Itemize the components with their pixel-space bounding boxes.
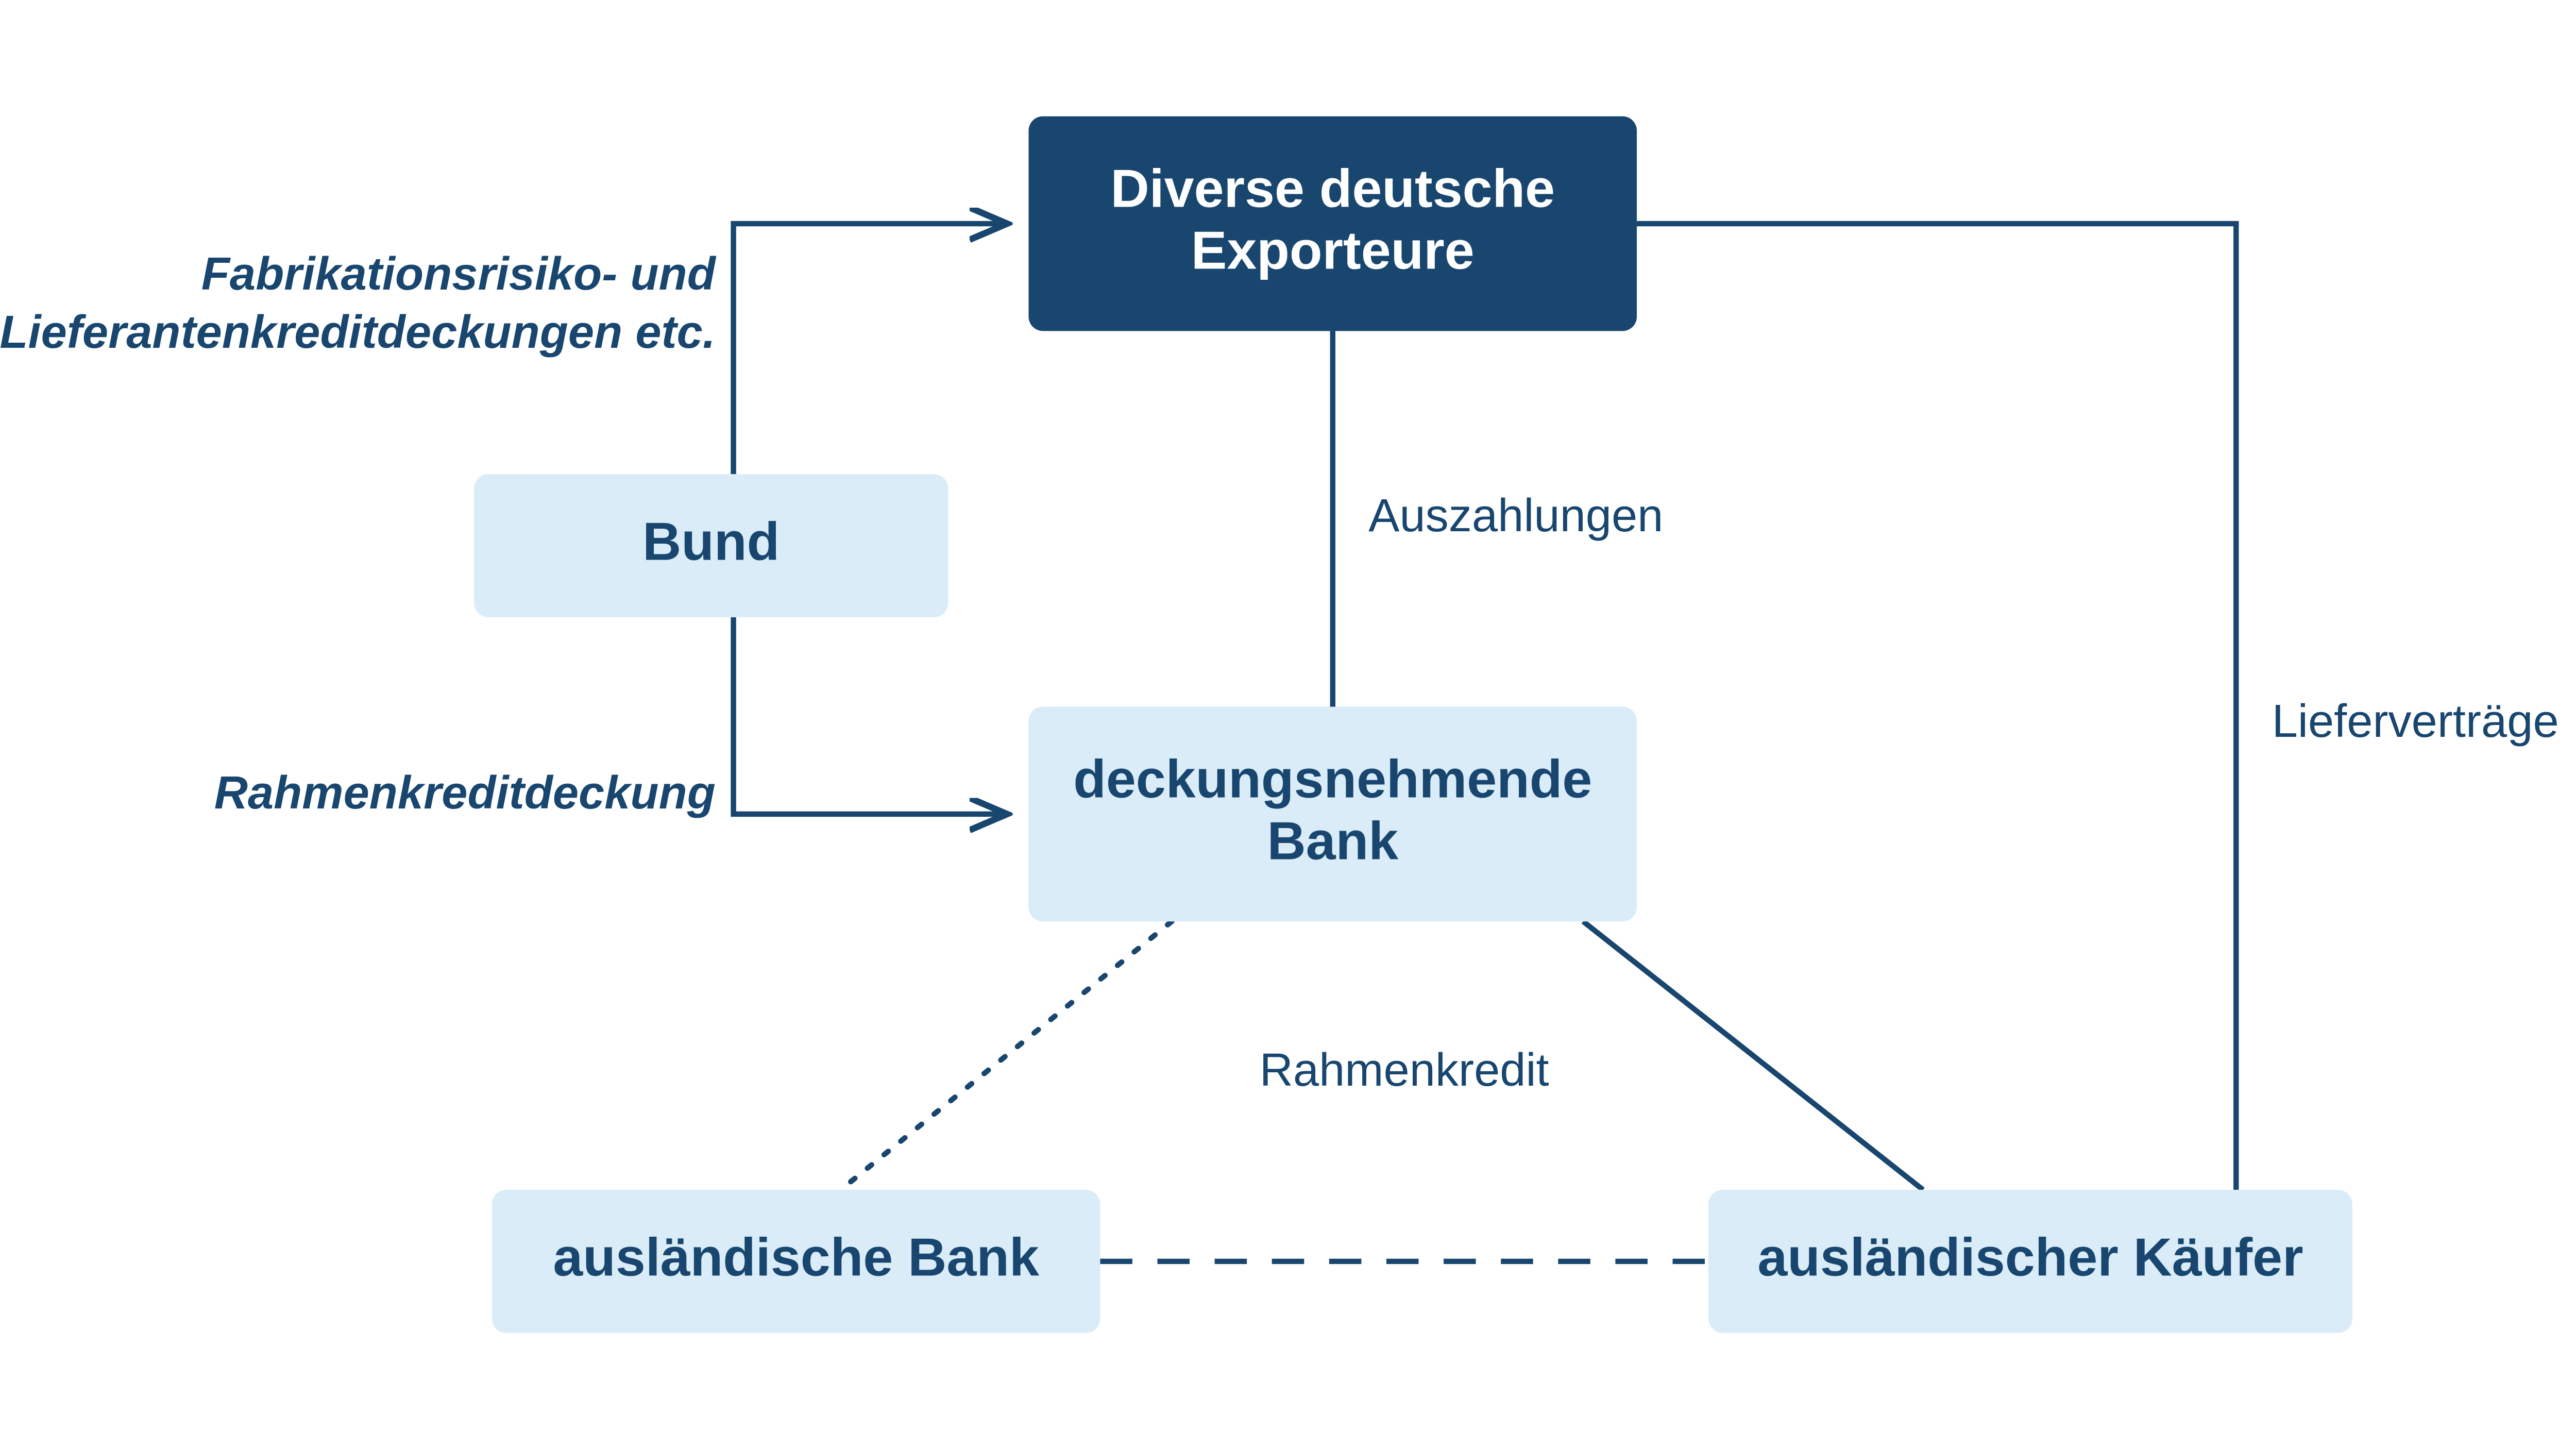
node-kaeufer-label: ausländischer Käufer	[1757, 1227, 2303, 1287]
edge-bank-to-kaeufer	[1583, 921, 1923, 1190]
label-fabrikationsrisiko: Fabrikationsrisiko- und	[201, 248, 717, 300]
node-auslbank-label: ausländische Bank	[553, 1227, 1040, 1287]
label-liefervertraege: Lieferverträge	[2272, 695, 2559, 747]
edge-bund-to-exporteure	[734, 224, 1002, 474]
node-kaeufer: ausländischer Käufer	[1708, 1190, 2352, 1333]
node-bank-label: deckungsnehmende	[1073, 749, 1592, 809]
node-bank: deckungsnehmendeBank	[1029, 707, 1637, 922]
flowchart-diagram: Bund Diverse deutscheExporteure deckungsne…	[0, 0, 2576, 1449]
node-auslbank: ausländische Bank	[492, 1190, 1100, 1333]
node-exporteure-label: Diverse deutsche	[1111, 159, 1555, 219]
label-fabrikationsrisiko: Lieferantenkreditdeckungen etc.	[0, 306, 716, 358]
label-auszahlungen: Auszahlungen	[1368, 490, 1663, 542]
label-rahmenkredit: Rahmenkredit	[1260, 1044, 1549, 1096]
edge-bund-to-bank	[734, 617, 1002, 814]
label-rahmenkreditdeckung: Rahmenkreditdeckung	[214, 767, 716, 819]
node-exporteure: Diverse deutscheExporteure	[1029, 116, 1637, 331]
edge-bank-to-auslbank	[841, 921, 1172, 1190]
edge-exporteure-to-kaeufer	[1637, 224, 2236, 1190]
node-exporteure-label: Exporteure	[1191, 221, 1475, 280]
node-bund: Bund	[474, 474, 948, 617]
node-bank-label: Bank	[1267, 811, 1399, 871]
node-bund-label: Bund	[642, 512, 779, 572]
